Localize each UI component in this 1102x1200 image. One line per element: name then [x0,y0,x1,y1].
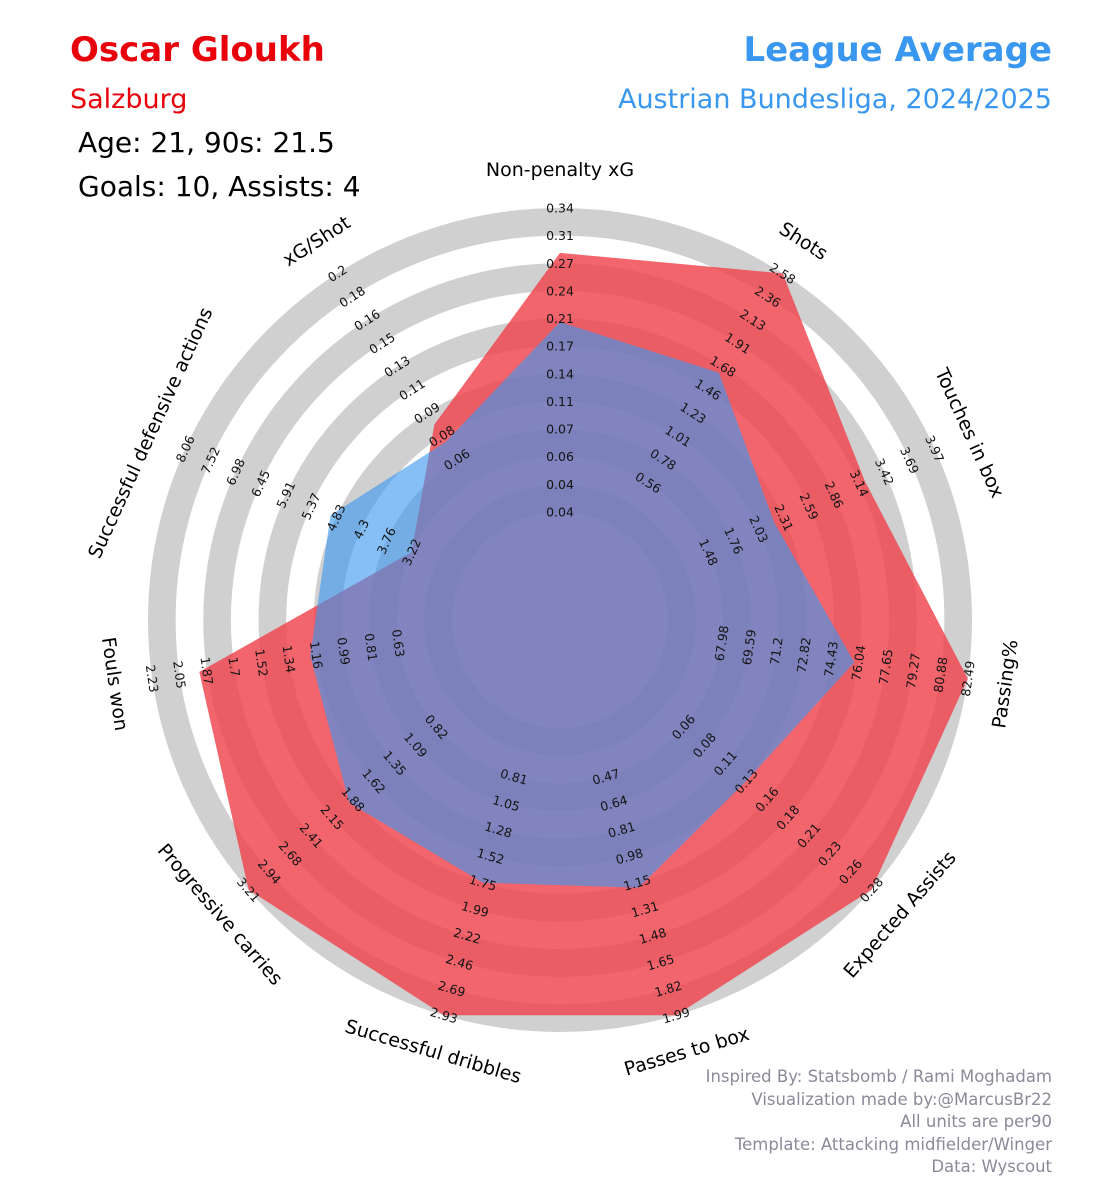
footer-line: Inspired By: Statsbomb / Rami Moghadam [705,1067,1052,1086]
tick-label: 1.52 [252,648,271,678]
player-age-line: Age: 21, 90s: 21.5 [78,126,335,159]
axis-label: Passing% [988,638,1023,730]
tick-label: 1.34 [280,644,299,674]
footer-line: Visualization made by:@MarcusBr22 [751,1089,1052,1109]
tick-label: 0.99 [334,636,353,666]
tick-label: 67.98 [712,624,732,662]
tick-label: 80.88 [931,656,951,694]
axis-label: xG/Shot [279,212,354,271]
tick-label: 0.11 [546,394,574,409]
player-name: Oscar Gloukh [70,30,325,70]
tick-label: 76.04 [848,644,868,682]
tick-label: 2.05 [170,660,189,690]
comparison-title: League Average [743,30,1052,70]
tick-label: 0.14 [546,366,574,381]
tick-label: 1.7 [225,656,243,678]
tick-label: 77.65 [876,648,896,686]
tick-label: 2.23 [143,664,162,694]
tick-label: 0.21 [546,311,574,326]
tick-label: 0.63 [389,628,408,658]
tick-label: 79.27 [903,652,923,690]
tick-label: 1.87 [197,656,216,686]
footer-line: Data: Wyscout [931,1157,1052,1177]
tick-label: 72.82 [794,636,814,674]
tick-label: 0.27 [546,256,574,271]
footer-credits: Inspired By: Statsbomb / Rami Moghadam V… [706,1066,1052,1179]
series-group [199,252,968,1016]
axis-label: Fouls won [97,636,132,733]
footer-line: Template: Attacking midfielder/Winger [734,1134,1052,1154]
axis-label: Shots [775,218,832,265]
tick-label: 4.3 [350,517,372,541]
tick-label: 0.17 [546,339,574,354]
tick-label: 0.81 [362,632,381,662]
player-team: Salzburg [70,84,188,115]
tick-label: 0.31 [546,228,574,243]
comparison-league: Austrian Bundesliga, 2024/2025 [617,84,1052,115]
grid-ring [147,207,973,1033]
tick-label: 0.34 [546,201,574,216]
footer-line: All units are per90 [900,1112,1052,1132]
tick-label: 0.04 [546,505,574,520]
tick-label: 0.24 [546,283,574,298]
tick-label: 0.07 [546,422,574,437]
tick-label: 69.59 [739,628,759,666]
league-series-polygon [310,322,855,888]
tick-label: 82.49 [958,660,978,698]
tick-label: 71.2 [767,636,786,666]
tick-label: 0.04 [546,477,574,492]
tick-label: 74.43 [821,640,841,678]
tick-label: 0.06 [546,449,574,464]
tick-label: 1.16 [307,640,326,670]
player-goals-line: Goals: 10, Assists: 4 [78,170,361,203]
axis-label: Non-penalty xG [486,159,634,181]
